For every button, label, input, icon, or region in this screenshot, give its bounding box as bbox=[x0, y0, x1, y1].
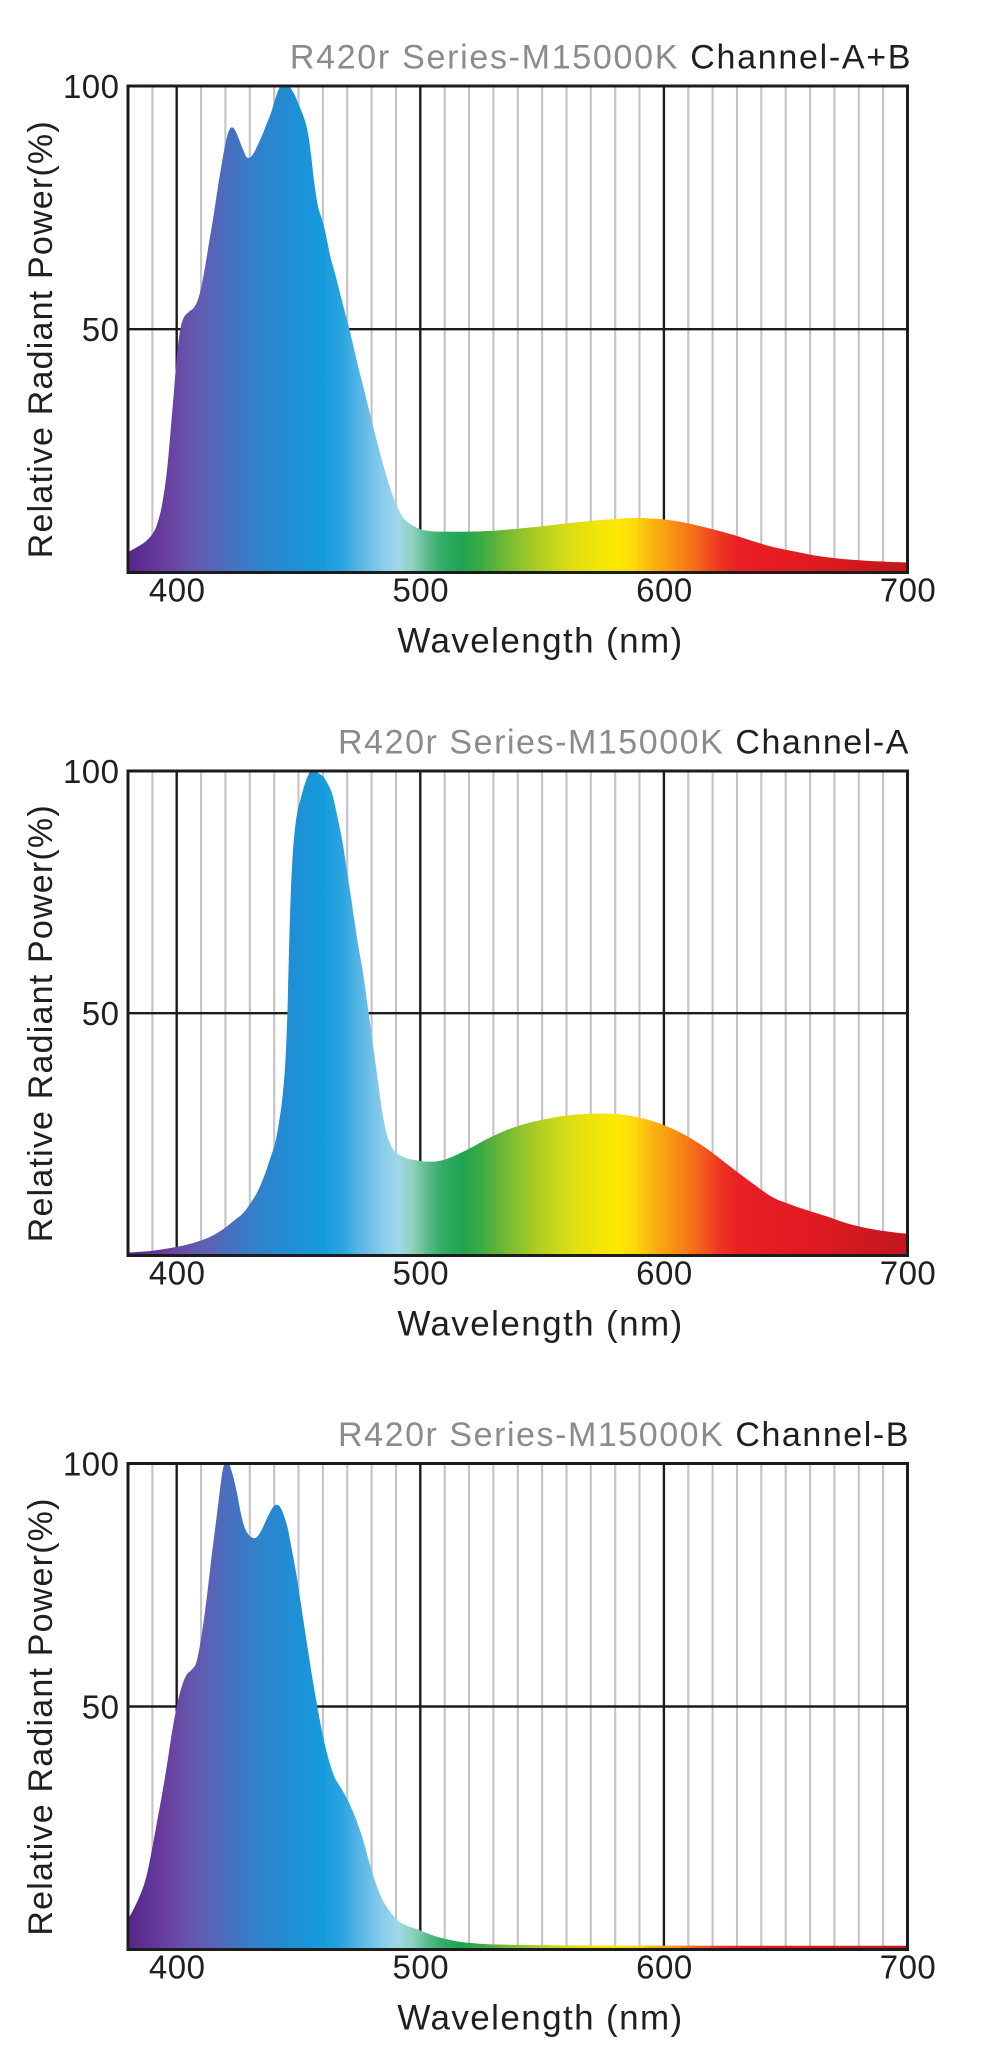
svg-text:400: 400 bbox=[149, 1948, 206, 1985]
svg-text:100: 100 bbox=[63, 1445, 120, 1482]
svg-text:Relative Radiant Power(%): Relative Radiant Power(%) bbox=[22, 1497, 60, 1935]
svg-text:500: 500 bbox=[393, 571, 450, 608]
svg-text:700: 700 bbox=[880, 1254, 937, 1291]
svg-text:500: 500 bbox=[393, 1948, 450, 1985]
svg-text:Relative Radiant Power(%): Relative Radiant Power(%) bbox=[22, 804, 60, 1242]
svg-text:600: 600 bbox=[636, 1254, 693, 1291]
svg-text:400: 400 bbox=[149, 571, 206, 608]
svg-text:50: 50 bbox=[82, 995, 120, 1032]
svg-text:700: 700 bbox=[880, 571, 937, 608]
svg-text:Relative Radiant Power(%): Relative Radiant Power(%) bbox=[22, 120, 60, 558]
svg-text:100: 100 bbox=[63, 68, 120, 105]
svg-text:Wavelength (nm): Wavelength (nm) bbox=[397, 1998, 683, 2037]
svg-text:50: 50 bbox=[82, 1688, 120, 1725]
svg-text:50: 50 bbox=[82, 311, 120, 348]
svg-text:100: 100 bbox=[63, 753, 120, 790]
svg-text:Wavelength (nm): Wavelength (nm) bbox=[397, 1304, 683, 1343]
svg-text:600: 600 bbox=[636, 1948, 693, 1985]
svg-text:Wavelength (nm): Wavelength (nm) bbox=[397, 621, 683, 660]
svg-text:700: 700 bbox=[880, 1948, 937, 1985]
svg-text:500: 500 bbox=[393, 1254, 450, 1291]
svg-text:400: 400 bbox=[149, 1254, 206, 1291]
svg-text:R420r Series-M15000K Channel-A: R420r Series-M15000K Channel-A bbox=[338, 723, 910, 761]
svg-text:600: 600 bbox=[636, 571, 693, 608]
svg-text:R420r Series-M15000K Channel-B: R420r Series-M15000K Channel-B bbox=[338, 1416, 910, 1454]
svg-text:R420r Series-M15000K Channel-A: R420r Series-M15000K Channel-A+B bbox=[290, 38, 912, 76]
